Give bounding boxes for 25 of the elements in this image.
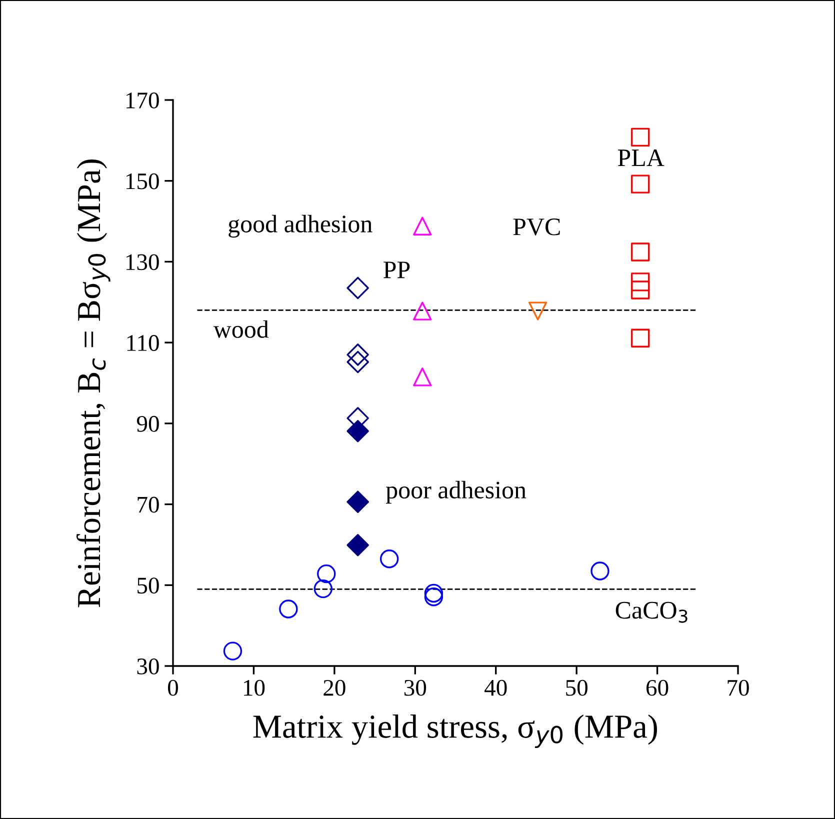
y-tick-label: 150 bbox=[126, 173, 159, 190]
x-tick-label: 40 bbox=[484, 680, 507, 696]
x-tick-label: 0 bbox=[168, 680, 178, 696]
x-tick-label: 20 bbox=[324, 680, 346, 696]
x-axis-title: Matrix yield stress, σ$_{y0}$ (MPa) bbox=[253, 714, 658, 748]
x-tick-label: 10 bbox=[244, 680, 265, 696]
y-tick-label: 110 bbox=[127, 335, 159, 351]
annotation: PVC bbox=[513, 218, 560, 236]
y-tick-label: 90 bbox=[136, 416, 159, 432]
y-tick-label: 30 bbox=[137, 658, 159, 674]
x-tick-label: 30 bbox=[404, 680, 426, 696]
y-tick-label: 70 bbox=[138, 496, 159, 513]
annotation: PLA bbox=[618, 150, 664, 166]
y-tick-label: 50 bbox=[138, 578, 159, 594]
x-tick-label: 50 bbox=[566, 680, 588, 696]
y-axis-title: Reinforcement, B$_{c}$ = Bσ$_{y0}$ (MPa) bbox=[76, 160, 110, 608]
y-tick-label: 130 bbox=[126, 254, 159, 270]
x-tick-label: 60 bbox=[646, 680, 668, 696]
annotation: poor adhesion bbox=[386, 480, 526, 504]
y-tick-label: 170 bbox=[126, 92, 159, 108]
annotation: PP bbox=[384, 262, 410, 278]
x-tick-label: 70 bbox=[728, 680, 749, 696]
ref-line-label: wood bbox=[213, 320, 269, 338]
ref-line-label: CaCO$_{3}$ bbox=[616, 602, 688, 623]
annotation: good adhesion bbox=[228, 214, 372, 238]
